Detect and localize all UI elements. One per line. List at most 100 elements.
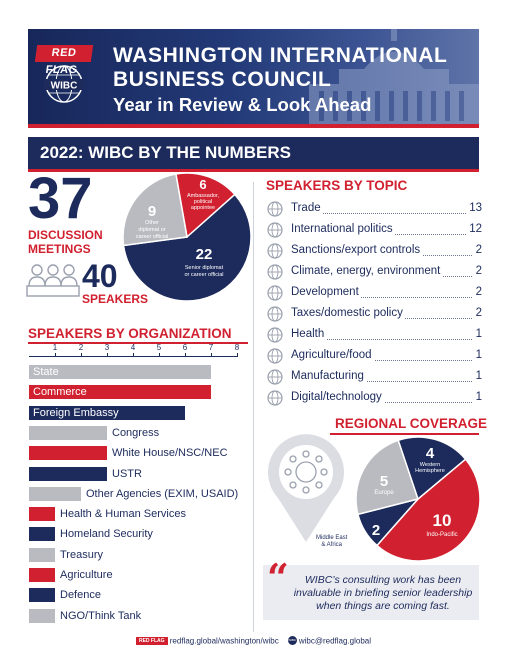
org-bar xyxy=(29,405,185,420)
speakers-label: SPEAKERS xyxy=(82,292,149,306)
axis-tick-mark xyxy=(211,353,212,357)
region-external-label-mea: Middle East & Africa xyxy=(316,535,347,549)
footer-email-link[interactable]: wibc@redflag.global xyxy=(298,636,372,646)
axis-tick-mark xyxy=(185,353,186,357)
pie-slice-senior xyxy=(122,193,252,302)
topic-name: International politics xyxy=(291,223,395,235)
topic-count: 13 xyxy=(467,202,482,214)
org-bar xyxy=(29,425,107,440)
topic-name: Climate, energy, environment xyxy=(291,265,443,277)
capitol-building-image xyxy=(309,29,479,128)
region-label-western: 4 xyxy=(426,445,435,462)
org-bar xyxy=(29,365,211,379)
globe-icon xyxy=(267,201,283,217)
wibc-logo: WIBC xyxy=(44,65,84,103)
axis-tick-label: 8 xyxy=(234,343,240,352)
speakers-count: 40 xyxy=(82,258,118,294)
topic-name: Trade xyxy=(291,202,323,214)
org-chart-title-underline xyxy=(28,342,248,344)
region-slice-western xyxy=(397,436,467,501)
meetings-label: DISCUSSION MEETINGS xyxy=(28,228,118,256)
axis-tick-mark xyxy=(237,353,238,357)
topic-row: International politics 12 xyxy=(266,220,482,240)
pie-desc-ambassador-3: appointee xyxy=(191,205,215,211)
org-bar xyxy=(29,446,107,461)
pie-desc-other-2: diplomat or xyxy=(138,227,165,233)
topics-title: SPEAKERS BY TOPIC xyxy=(266,178,408,193)
pie-slice-ambassador xyxy=(175,172,236,239)
region-name-western-1: Western xyxy=(420,462,440,468)
numbers-banner: 2022: WIBC BY THE NUMBERS xyxy=(28,137,479,169)
topic-count: 2 xyxy=(473,286,482,298)
quote-line3: when things are coming fast. xyxy=(316,600,450,612)
axis-tick-label: 5 xyxy=(156,343,162,352)
footer: RED FLAG redflag.global/washington/wibc … xyxy=(0,636,507,646)
topic-leader-dots xyxy=(291,381,472,382)
topic-name: Health xyxy=(291,328,327,340)
axis-tick-label: 7 xyxy=(208,343,214,352)
org-chart-title: SPEAKERS BY ORGANIZATION xyxy=(28,326,232,341)
org-bar xyxy=(29,568,55,582)
topic-name: Agriculture/food xyxy=(291,349,374,361)
topic-name: Manufacturing xyxy=(291,370,366,382)
topic-name: Digital/technology xyxy=(291,391,384,403)
topic-leader-dots xyxy=(291,339,472,340)
org-bar-label: NGO/Think Tank xyxy=(60,609,142,622)
topic-count: 1 xyxy=(473,328,482,340)
mask-icon xyxy=(267,327,283,343)
gavel-icon xyxy=(267,243,283,259)
speaker-type-pie: 22 Senior diplomat or career official 9 … xyxy=(122,172,252,302)
region-name-western-2: Hemisphere xyxy=(415,468,445,474)
topic-row: Health 1 xyxy=(266,325,482,345)
topic-count: 1 xyxy=(473,349,482,361)
region-name-mea-1: Middle East xyxy=(316,535,348,541)
regional-title-underline xyxy=(330,433,479,435)
region-name-mea-2: & Africa xyxy=(321,542,343,548)
axis-tick-mark xyxy=(55,353,56,357)
region-name-indopacific: Indo-Pacific xyxy=(426,532,457,538)
red-flag-badge: RED FLAG xyxy=(34,45,94,76)
quote-mark-icon: “ xyxy=(267,555,289,600)
header-subtitle: Year in Review & Look Ahead xyxy=(113,94,372,115)
document-icon xyxy=(267,306,283,322)
region-label-indopacific: 10 xyxy=(433,511,452,530)
leaf-icon xyxy=(267,264,283,280)
axis-tick-label: 4 xyxy=(130,343,136,352)
org-bar-label: USTR xyxy=(112,467,142,480)
pie-label-senior: 22 xyxy=(196,246,213,263)
column-divider xyxy=(253,182,254,632)
gears-icon xyxy=(267,369,283,385)
header-title-line1: WASHINGTON INTERNATIONAL xyxy=(113,44,448,67)
map-pin-meeting-icon xyxy=(268,434,344,542)
region-label-europe: 5 xyxy=(380,473,388,490)
region-label-mea: 2 xyxy=(372,522,380,539)
topic-leader-dots xyxy=(291,297,472,298)
pie-desc-other-3: career official xyxy=(136,234,169,240)
topic-row: Trade 13 xyxy=(266,199,482,219)
pie-desc-senior-1: Senior diplomat xyxy=(185,265,224,271)
worker-icon xyxy=(267,285,283,301)
org-bar-label: White House/NSC/NEC xyxy=(112,447,228,460)
footer-website-link[interactable]: redflag.global/washington/wibc xyxy=(169,636,279,646)
topic-name: Development xyxy=(291,286,361,298)
topic-leader-dots xyxy=(291,360,472,361)
topic-row: Sanctions/export controls 2 xyxy=(266,241,482,261)
pie-desc-ambassador-1: Ambassador, xyxy=(187,193,220,199)
org-bar xyxy=(29,486,81,501)
axis-tick-label: 1 xyxy=(52,343,58,352)
axis-tick-label: 2 xyxy=(78,343,84,352)
quote-line1: WIBC’s consulting work has been xyxy=(304,574,462,586)
regional-title: REGIONAL COVERAGE xyxy=(335,416,488,431)
org-bar-label: Health & Human Services xyxy=(60,508,186,521)
topic-count: 1 xyxy=(473,370,482,382)
wibc-logo-text: WIBC xyxy=(51,81,78,92)
org-bar xyxy=(29,547,55,562)
topic-leader-dots xyxy=(291,213,472,214)
laptop-icon xyxy=(267,390,283,406)
topic-row: Development 2 xyxy=(266,283,482,303)
axis-tick-label: 6 xyxy=(182,343,188,352)
axis-tick-mark xyxy=(81,353,82,357)
pie-desc-senior-2: or career official xyxy=(184,272,223,278)
org-bar-label: Other Agencies (EXIM, USAID) xyxy=(86,487,239,500)
axis-tick-label: 3 xyxy=(104,343,110,352)
